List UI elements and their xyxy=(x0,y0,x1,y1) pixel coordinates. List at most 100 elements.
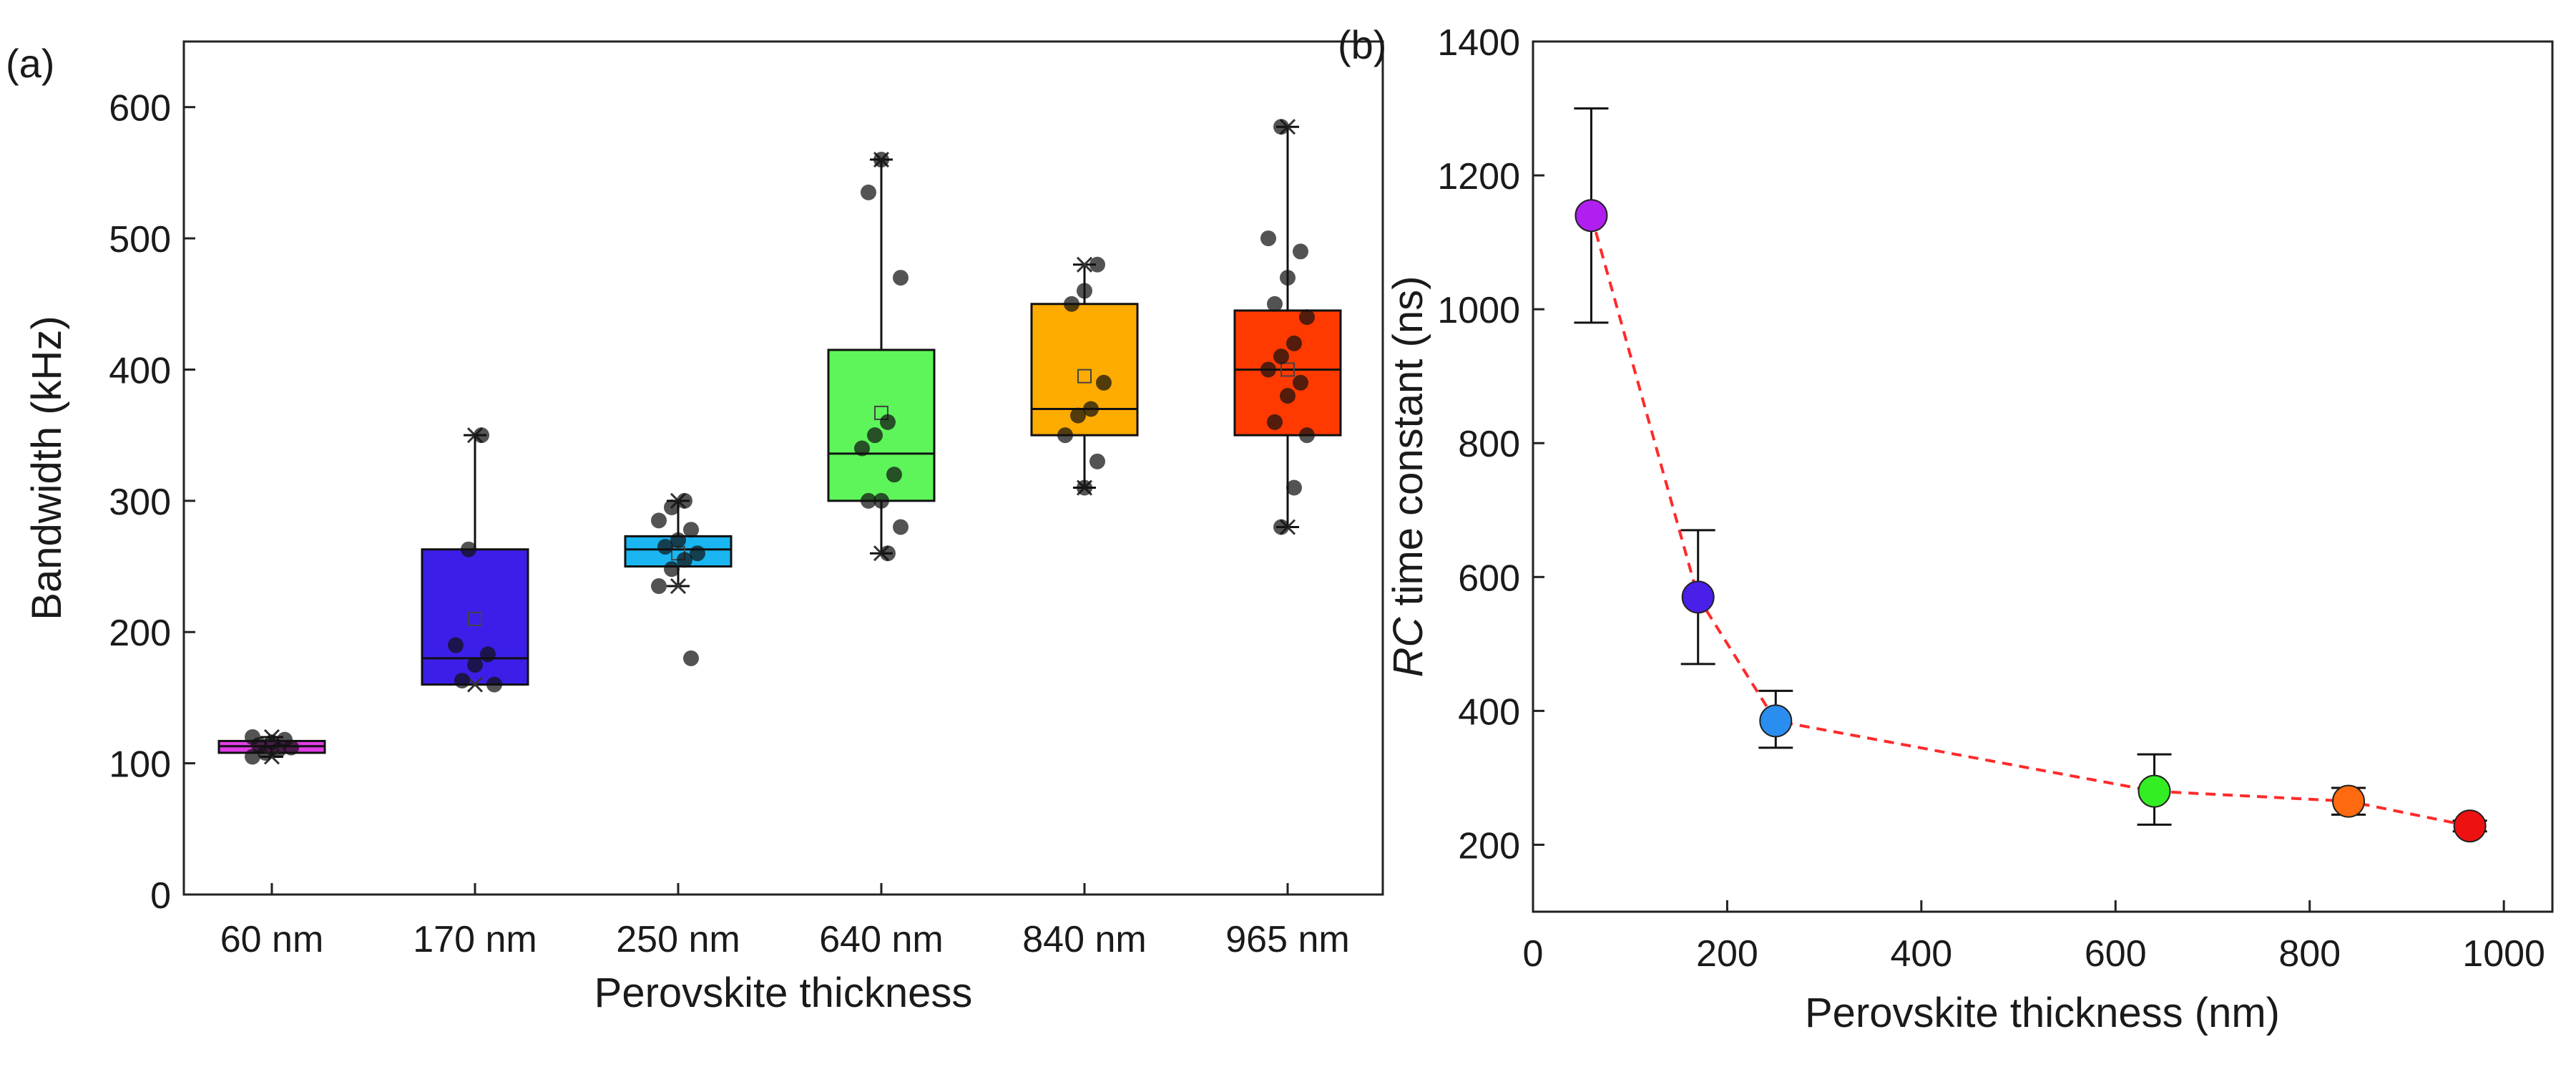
data-point xyxy=(1077,479,1092,496)
data-point xyxy=(1077,283,1092,299)
box-iqr xyxy=(1233,309,1342,437)
data-point xyxy=(1575,199,1608,233)
panel-b-y-tick-label: 600 xyxy=(1458,557,1520,599)
panel-b-series xyxy=(1574,107,2487,843)
data-point xyxy=(486,676,502,693)
panel-b-x-tick-label: 1000 xyxy=(2462,933,2545,975)
panel-b-x-tick-label: 0 xyxy=(1523,933,1544,975)
data-point-group xyxy=(1758,689,1793,749)
panel-b-y-axis-label: RC time constant (ns) xyxy=(1385,276,1431,678)
data-point xyxy=(480,646,496,663)
data-point xyxy=(873,152,889,168)
data-point xyxy=(893,519,909,535)
data-point xyxy=(1293,374,1308,391)
panel-a-x-tick-label: 840 nm xyxy=(1022,919,1146,960)
panel-b-label: (b) xyxy=(1338,22,1386,67)
data-point-group xyxy=(2452,809,2487,843)
data-point xyxy=(854,440,870,457)
panel-a-label: (a) xyxy=(6,41,54,86)
data-point xyxy=(651,578,667,595)
data-point xyxy=(690,545,705,562)
data-point xyxy=(1083,401,1099,417)
data-point xyxy=(880,414,896,430)
panel-a-x-tick-label: 170 nm xyxy=(413,919,537,960)
data-point xyxy=(277,731,293,748)
panel-a-box-plot: (a) 0 100 200 300 400 500 600 60 nm 170 nm 250 n… xyxy=(6,40,1384,1016)
data-point xyxy=(886,467,902,483)
data-point xyxy=(683,650,699,666)
max-marker xyxy=(1076,256,1093,273)
data-point xyxy=(1273,119,1289,135)
data-point xyxy=(1299,427,1315,444)
data-point-group xyxy=(2331,784,2366,818)
data-point xyxy=(677,492,692,509)
data-point xyxy=(1089,256,1105,273)
data-point xyxy=(651,512,667,529)
panel-b-x-tick-label: 400 xyxy=(1890,933,1952,975)
box-640nm xyxy=(827,151,936,562)
panel-b-x-axis: 0 200 400 600 800 1000 xyxy=(1523,900,2545,975)
data-point xyxy=(245,749,260,765)
panel-a-x-tick-label: 250 nm xyxy=(616,919,740,960)
panel-b-x-tick-label: 200 xyxy=(1696,933,1758,975)
marker-stroke xyxy=(670,578,687,595)
data-point xyxy=(670,532,686,548)
mean-marker xyxy=(468,611,482,626)
panel-b-y-axis-label-italic: RC xyxy=(1385,617,1431,678)
panel-b-x-axis-label: Perovskite thickness (nm) xyxy=(1805,990,2280,1036)
data-point xyxy=(1286,479,1302,496)
panel-b-plot-frame xyxy=(1532,40,2554,913)
panel-a-boxes xyxy=(217,119,1342,765)
data-point xyxy=(1070,407,1086,424)
data-point xyxy=(1260,230,1276,247)
data-point xyxy=(893,270,909,286)
data-point-group xyxy=(1680,529,1715,666)
panel-b-y-tick-label: 800 xyxy=(1458,424,1520,465)
data-point xyxy=(461,541,476,557)
data-point xyxy=(1273,349,1289,365)
box-250nm xyxy=(624,492,733,666)
panel-b-y-axis-label-rest: time constant (ns) xyxy=(1385,276,1431,618)
panel-a-y-tick-label: 300 xyxy=(109,482,171,523)
data-point xyxy=(454,673,470,689)
panel-b-y-tick-label: 200 xyxy=(1458,825,1520,867)
box-840nm xyxy=(1030,256,1139,496)
panel-b-x-tick-label: 600 xyxy=(2085,933,2147,975)
data-point xyxy=(677,552,692,568)
mean-marker xyxy=(1077,369,1092,384)
data-point xyxy=(448,637,464,653)
panel-a-plot-frame xyxy=(182,40,1384,896)
trend-line xyxy=(1590,215,2471,828)
panel-a-y-axis-label: Bandwidth (kHz) xyxy=(24,316,70,620)
panel-b-scatter-plot: (b) 200 400 600 800 1000 1200 1400 0 200 400 600 8… xyxy=(1338,22,2554,1036)
data-point xyxy=(474,427,489,444)
data-point-group xyxy=(2137,753,2172,826)
marker-stroke xyxy=(1076,256,1093,273)
mean-marker xyxy=(1280,362,1295,377)
data-point xyxy=(2453,809,2487,843)
data-point xyxy=(657,539,673,555)
panel-b-x-tick-label: 800 xyxy=(2278,933,2341,975)
panel-b-y-tick-label: 1400 xyxy=(1437,22,1520,64)
data-point xyxy=(683,522,699,538)
data-point xyxy=(1089,453,1105,469)
data-point xyxy=(867,427,883,444)
panel-b-y-tick-label: 1200 xyxy=(1437,156,1520,198)
data-point xyxy=(1267,414,1283,430)
data-point xyxy=(664,500,680,516)
data-point xyxy=(1759,704,1793,738)
data-point xyxy=(1280,388,1296,404)
data-point xyxy=(1267,296,1283,312)
data-point xyxy=(873,492,889,509)
panel-a-y-tick-label: 200 xyxy=(109,613,171,654)
panel-b-y-tick-label: 400 xyxy=(1458,691,1520,733)
panel-a-x-tick-label: 965 nm xyxy=(1225,919,1349,960)
panel-b-y-tick-label: 1000 xyxy=(1437,290,1520,331)
data-point xyxy=(861,492,876,509)
data-point xyxy=(861,184,876,200)
data-point-group xyxy=(1574,107,1609,324)
data-point xyxy=(1299,309,1315,326)
marker-stroke xyxy=(466,676,484,693)
data-point xyxy=(2137,774,2171,808)
data-point xyxy=(1681,580,1715,614)
